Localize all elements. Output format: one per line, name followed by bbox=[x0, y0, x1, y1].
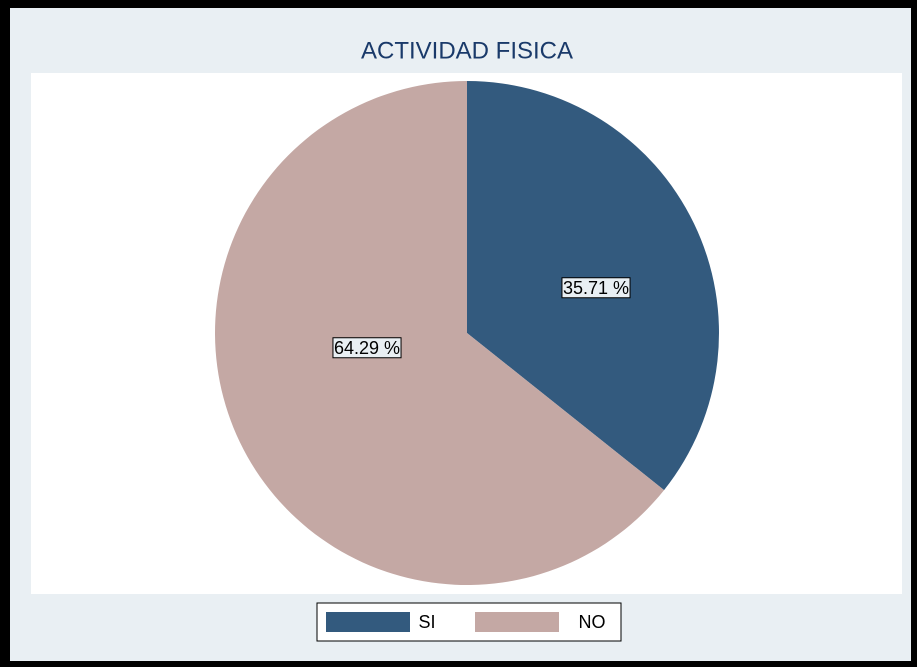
legend-swatch bbox=[326, 612, 410, 632]
data-label-box bbox=[561, 277, 631, 299]
legend-items: SI NO bbox=[326, 612, 606, 632]
legend-label: NO bbox=[579, 612, 606, 632]
data-label: 64.29 % bbox=[334, 338, 400, 358]
legend-label: SI bbox=[418, 612, 435, 632]
pie bbox=[215, 81, 720, 586]
pie-slice bbox=[215, 81, 665, 586]
data-label-box bbox=[332, 337, 402, 359]
legend-swatch bbox=[475, 612, 559, 632]
chart-title: ACTIVIDAD FISICA bbox=[361, 37, 573, 64]
data-labels: 35.71 % 64.29 % bbox=[332, 277, 631, 359]
data-label: 35.71 % bbox=[563, 278, 629, 298]
